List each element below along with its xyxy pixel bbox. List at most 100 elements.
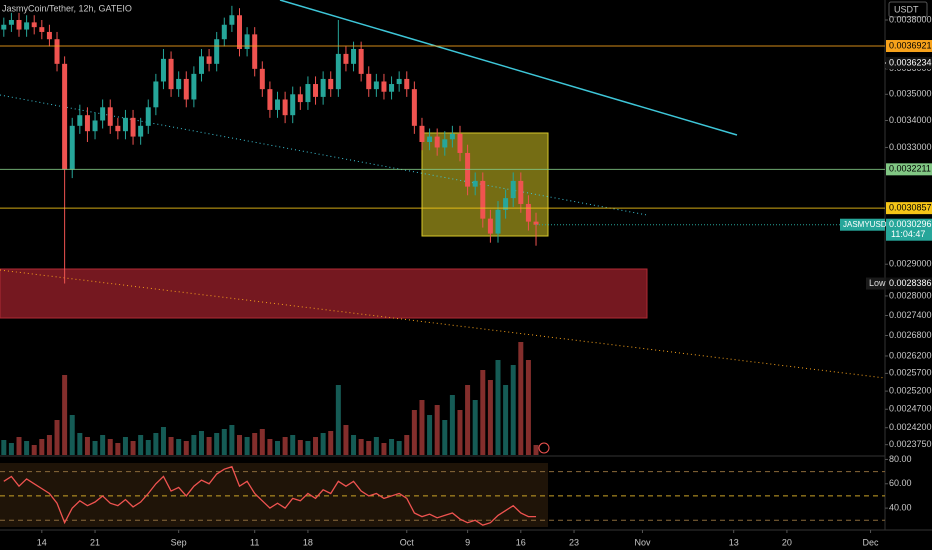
candle-body [290, 94, 296, 116]
volume-bar [525, 360, 531, 455]
price-tag-label: 0.0036234 [889, 57, 932, 67]
y-tick-label: 0.0026800 [889, 330, 932, 340]
currency[interactable]: USDT [894, 4, 919, 14]
volume-bar [92, 441, 98, 455]
volume-bar [244, 437, 250, 455]
y-tick-label: 0.0024200 [889, 422, 932, 432]
volume-bar [320, 433, 326, 455]
candle-body [31, 22, 37, 28]
x-tick-label: 18 [303, 537, 313, 547]
volume-bar [351, 435, 357, 455]
candle-body [206, 56, 212, 64]
candle-body [236, 15, 242, 49]
price-tag [886, 202, 932, 215]
volume-bar [24, 441, 30, 455]
y-tick-label: 0.0038000 [889, 14, 932, 24]
volume-bar [138, 435, 144, 455]
price-tag [886, 277, 932, 290]
x-tick-label: 23 [569, 537, 579, 547]
volume-bar [343, 425, 349, 455]
volume-bar [472, 400, 478, 455]
volume-bar [510, 365, 516, 455]
candle-body [320, 78, 326, 97]
symbol-tag-label: JASMYUSDT [843, 220, 892, 229]
volume-bar [168, 437, 174, 455]
price-tag-label: 0.0032211 [889, 164, 931, 174]
candle-body [366, 73, 372, 90]
candle-body [8, 19, 14, 25]
candle-body [419, 125, 425, 143]
countdown: 11:04:47 [891, 229, 925, 239]
volume-bar [16, 437, 22, 455]
price-tag-label: 0.0030857 [889, 203, 932, 213]
rsi-line [3, 465, 537, 526]
volume-bar [419, 400, 425, 455]
candle-body [16, 19, 22, 30]
volume-bar [290, 435, 296, 455]
candle-body [267, 89, 273, 110]
candle-body [39, 27, 45, 32]
rsi-tick-label: 80.00 [889, 454, 912, 464]
volume-bar [46, 435, 52, 455]
price-tag [886, 163, 932, 176]
candle-body [84, 115, 90, 132]
volume-bar [427, 415, 433, 455]
currency-box[interactable] [888, 1, 928, 18]
volume-bar [328, 431, 334, 455]
volume-bar [153, 433, 159, 455]
volume-bar [396, 441, 402, 455]
candle-body [313, 84, 319, 97]
volume-bar [8, 443, 14, 455]
last-price-tag [886, 218, 932, 241]
volume-bar [176, 439, 182, 455]
volume-bar [335, 385, 341, 455]
y-tick-label: 0.0023750 [889, 439, 932, 449]
volume-bar [313, 437, 319, 455]
rsi-tick-label: 40.00 [889, 502, 912, 512]
x-tick-label: 11 [250, 537, 259, 547]
volume-bar [480, 370, 486, 455]
volume-bar [39, 439, 45, 455]
volume-bar [107, 439, 113, 455]
candle-body [122, 117, 128, 132]
candle-body [24, 22, 30, 30]
price-tag [886, 56, 932, 69]
candle-body [457, 133, 463, 153]
last-price-label: 0.0030296 [889, 219, 932, 229]
y-tick-label: 0.0035000 [889, 89, 932, 99]
volume-bar [389, 439, 395, 455]
volume-bar [449, 395, 455, 455]
event-icon[interactable] [538, 442, 550, 454]
y-tick-label: 0.0025700 [889, 368, 932, 378]
candle-body [518, 180, 524, 204]
x-tick-label: Nov [634, 537, 651, 547]
candle-body [92, 120, 98, 132]
candle-body [411, 89, 417, 126]
volume-bar [442, 420, 448, 455]
volume-bar [191, 435, 197, 455]
candle-body [107, 107, 113, 126]
volume-bar [130, 441, 136, 455]
candle-body [252, 34, 258, 69]
volume-bar [495, 360, 501, 455]
volume-bar [252, 433, 258, 455]
volume-bar [503, 385, 509, 455]
volume-bar [100, 435, 106, 455]
volume-bar [229, 425, 235, 455]
volume-bar [206, 437, 212, 455]
volume-bar [84, 437, 90, 455]
candle-body [1, 24, 7, 30]
candle-body [510, 180, 516, 199]
volume-bar [465, 385, 471, 455]
candle-body [358, 48, 364, 74]
x-tick-label: 20 [782, 537, 792, 547]
candle-body [297, 94, 303, 103]
candle-body [100, 107, 106, 121]
candle-body [77, 115, 83, 126]
volume-bar [411, 410, 417, 455]
candle-body [229, 15, 235, 25]
volume-bar [297, 440, 303, 455]
volume-bar [404, 435, 410, 455]
candle-body [275, 99, 281, 110]
